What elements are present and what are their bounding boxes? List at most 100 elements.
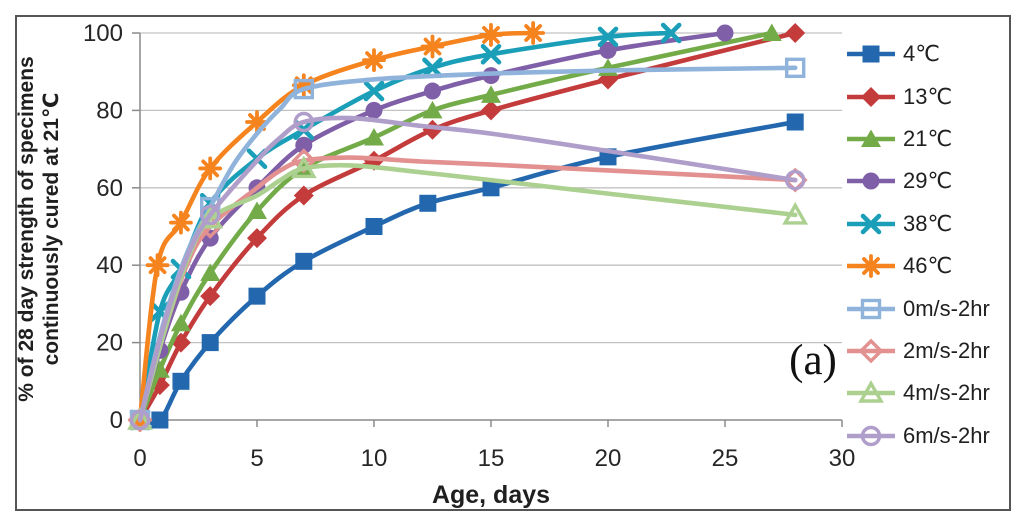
series-marker-38 — [363, 80, 385, 102]
series-marker-38 — [480, 43, 502, 65]
legend-key-6m-s-2hr — [847, 425, 895, 446]
series-marker-46 — [521, 21, 546, 45]
legend-label-4: 4℃ — [903, 41, 940, 67]
series-marker-21 — [861, 129, 881, 147]
series-marker-4 — [419, 194, 437, 212]
legend-item-4m-s-2hr: 4m/s-2hr — [846, 372, 1016, 414]
legend-key-0m-s-2hr — [847, 298, 895, 319]
series-marker-46 — [169, 210, 193, 235]
series-marker-13 — [247, 228, 267, 249]
series-marker-4m-s-2hr — [858, 380, 884, 404]
series-marker-46 — [362, 48, 386, 72]
series-marker-21 — [200, 263, 221, 281]
series-marker-4 — [786, 113, 804, 131]
series-marker-21 — [247, 201, 267, 220]
x-tick-label: 30 — [829, 445, 856, 472]
x-tick-label: 25 — [712, 445, 739, 472]
subfigure-label: (a) — [789, 337, 837, 384]
legend-key-46 — [847, 254, 895, 279]
legend-item-4: 4℃ — [846, 33, 1016, 75]
series-marker-21 — [364, 127, 384, 146]
legend-label-46: 46℃ — [903, 253, 953, 279]
series-marker-13 — [481, 100, 501, 121]
x-tick-label: 15 — [478, 445, 505, 472]
legend-item-13: 13℃ — [846, 75, 1016, 117]
legend-key-2m-s-2hr — [847, 338, 895, 364]
y-axis-title-line2: continuously cured at 21℃ — [40, 92, 63, 366]
series-marker-13 — [785, 23, 806, 43]
legend-key-4 — [847, 45, 895, 63]
series-marker-4 — [151, 411, 169, 429]
series-4m-s-2hr — [127, 155, 809, 430]
series-line-13 — [137, 30, 798, 423]
series-marker-4 — [295, 252, 313, 270]
series-line-6m-s-2hr — [137, 115, 798, 423]
legend-item-6m-s-2hr: 6m/s-2hr — [846, 415, 1016, 457]
legend-key-21 — [847, 129, 895, 147]
series-marker-29 — [424, 82, 441, 100]
series-marker-46 — [291, 73, 316, 98]
y-tick-label: 40 — [96, 252, 123, 279]
series-marker-13 — [200, 286, 221, 307]
x-tick-label: 5 — [250, 445, 263, 472]
x-axis-title: Age, days — [431, 481, 551, 509]
legend-item-38: 38℃ — [846, 203, 1016, 245]
legend-item-21: 21℃ — [846, 118, 1016, 160]
legend-label-6m-s-2hr: 6m/s-2hr — [903, 422, 990, 448]
series-6m-s-2hr — [129, 111, 806, 431]
y-tick-label: 60 — [96, 175, 123, 202]
series-marker-21 — [481, 85, 501, 103]
series-13 — [130, 23, 806, 430]
series-marker-29 — [716, 24, 734, 42]
legend-key-29 — [847, 172, 895, 190]
legend-label-29: 29℃ — [903, 168, 953, 194]
series-marker-4 — [248, 287, 266, 305]
series-marker-29 — [295, 136, 313, 154]
series-marker-46 — [859, 254, 883, 279]
series-marker-4 — [862, 45, 880, 63]
series-line-2m-s-2hr — [137, 155, 798, 423]
legend-key-4m-s-2hr — [847, 380, 895, 404]
series-marker-6m-s-2hr — [785, 169, 806, 191]
series-line-29 — [137, 30, 728, 423]
series-marker-29 — [862, 172, 880, 190]
legend-item-2m-s-2hr: 2m/s-2hr — [846, 330, 1016, 372]
legend-item-29: 29℃ — [846, 160, 1016, 202]
series-marker-2m-s-2hr — [858, 338, 884, 364]
legend-label-13: 13℃ — [903, 83, 953, 109]
series-marker-0m-s-2hr — [293, 78, 314, 100]
series-marker-38 — [660, 22, 682, 44]
y-tick-label: 20 — [96, 330, 123, 357]
series-marker-21 — [761, 23, 782, 41]
legend-item-46: 46℃ — [846, 245, 1016, 287]
x-tick-label: 20 — [595, 445, 622, 472]
series-marker-38 — [860, 213, 882, 235]
series-marker-6m-s-2hr — [293, 111, 314, 133]
series-marker-4m-s-2hr — [290, 155, 317, 179]
legend-label-21: 21℃ — [903, 125, 953, 151]
series-marker-46 — [198, 156, 223, 181]
series-marker-29 — [599, 41, 617, 59]
series-marker-0m-s-2hr — [860, 298, 882, 319]
series-line-4m-s-2hr — [137, 162, 798, 423]
series-marker-6m-s-2hr — [860, 425, 882, 446]
series-marker-38 — [422, 57, 443, 79]
legend-key-38 — [847, 213, 895, 235]
series-marker-6m-s-2hr — [199, 204, 221, 226]
series-marker-13 — [293, 185, 314, 206]
y-tick-label: 0 — [110, 407, 123, 434]
legend-item-0m-s-2hr: 0m/s-2hr — [846, 287, 1016, 329]
series-marker-13 — [861, 86, 881, 107]
y-axis-title-line1: % of 28 day strength of specimens — [15, 56, 38, 402]
x-tick-label: 10 — [361, 445, 388, 472]
figure-border — [15, 15, 1011, 511]
series-marker-46 — [145, 253, 170, 278]
legend-label-0m-s-2hr: 0m/s-2hr — [903, 295, 990, 321]
y-tick-label: 100 — [83, 20, 123, 47]
series-marker-0m-s-2hr — [785, 57, 806, 79]
series-46 — [128, 21, 546, 432]
y-axis-title: % of 28 day strength of specimens contin… — [14, 27, 66, 431]
series-marker-46 — [245, 110, 269, 134]
